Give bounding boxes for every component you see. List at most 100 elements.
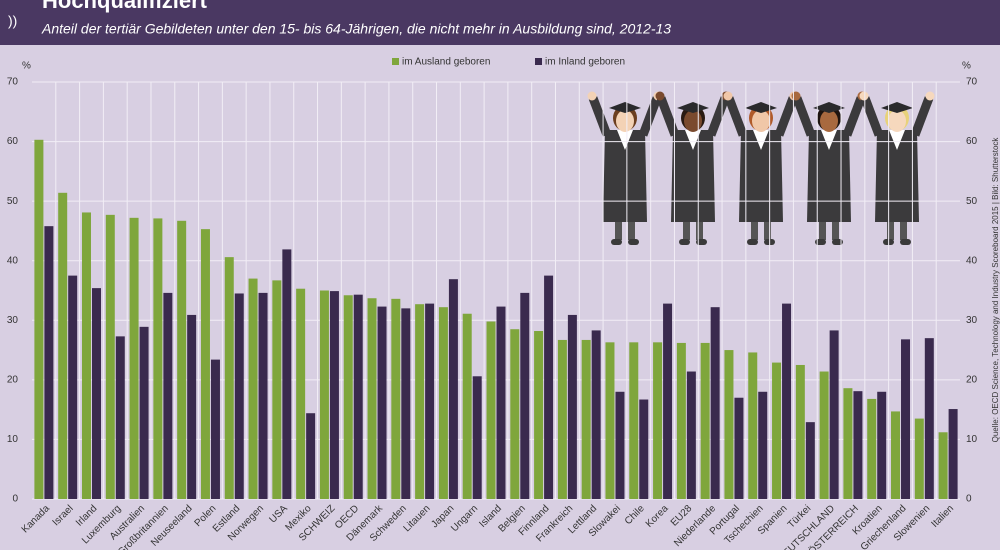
bar [34,139,44,499]
bar [581,339,591,499]
x-tick-label: Chile [623,503,647,527]
illustration [587,91,935,245]
y2-tick-label: 60 [966,136,978,147]
bar [234,293,244,499]
bar [319,290,329,499]
leg [764,222,771,240]
bar [81,212,91,499]
bar [486,321,496,499]
y-tick-label: 70 [7,77,19,88]
cap [813,102,845,113]
bar [58,192,68,499]
bar [829,330,839,499]
bar [724,350,734,499]
y-tick-label: 0 [12,494,18,505]
arm [706,96,730,137]
shoe [815,239,826,245]
bar [520,292,530,499]
bar [391,298,401,499]
bar [639,399,649,499]
hand [859,91,869,101]
bar [448,279,458,499]
arm [588,96,612,137]
y-tick-label: 10 [7,434,19,445]
leg [751,222,758,240]
leg [628,222,635,240]
bar [129,217,139,499]
x-tick-label: Ungarn [449,503,480,534]
bar [401,308,411,499]
bar [153,218,163,499]
y2-tick-label: 20 [966,374,978,385]
leg [900,222,907,240]
bar [710,307,720,499]
gown [875,130,919,222]
bar [210,359,220,499]
legend-swatch [392,58,399,65]
bar [924,338,934,499]
chart-subtitle: Anteil der tertiär Gebildeten unter den … [41,21,671,37]
legend-swatch [535,58,542,65]
bar [68,275,78,499]
bar [353,294,363,499]
bar [853,391,863,499]
y-tick-label: 50 [7,196,19,207]
bar [329,291,339,499]
x-tick-label: Italien [929,503,956,530]
bar [700,342,710,499]
bar [877,391,887,499]
legend-label: im Inland geboren [545,57,625,68]
bar [496,306,506,499]
leg [832,222,839,240]
cap [609,102,641,113]
cap [677,102,709,113]
bar [567,314,577,499]
bar [472,376,482,499]
y2-tick-label: 0 [966,494,972,505]
legend-label: im Ausland geboren [402,57,490,68]
face [684,110,702,132]
bar [343,295,353,499]
face [752,110,770,132]
y2-tick-label: 40 [966,255,978,266]
gown [739,130,783,222]
leg [615,222,622,240]
bar [282,249,292,499]
arm [724,96,748,137]
bar [748,352,758,499]
bar [663,303,673,499]
bar [425,303,435,499]
bar [795,364,805,499]
hand [587,91,597,101]
bar [772,362,782,499]
bar [438,307,448,499]
arm [792,96,816,137]
bar [591,330,601,499]
y2-tick-label: 50 [966,196,978,207]
y-tick-label: 30 [7,315,19,326]
bar [115,336,125,499]
bar [948,409,958,499]
y2-unit: % [962,61,971,72]
leg [683,222,690,240]
bar [629,342,639,499]
bar [177,220,187,499]
shoe [832,239,843,245]
y2-tick-label: 30 [966,315,978,326]
bar [510,329,520,499]
bar [462,313,472,499]
bar [758,391,768,499]
collar [889,130,905,150]
x-tick-label: Korea [644,503,671,530]
bar [867,398,877,499]
bar [44,226,54,500]
bar [534,331,544,499]
bar [782,303,792,499]
y-unit: % [22,61,31,72]
bar [187,314,197,499]
bar [367,298,377,499]
shoe [696,239,707,245]
face [888,110,906,132]
bar [544,275,554,499]
